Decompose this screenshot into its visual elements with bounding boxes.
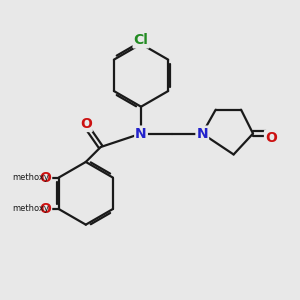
Text: O: O bbox=[80, 117, 92, 131]
Text: N: N bbox=[135, 127, 147, 141]
Text: O: O bbox=[265, 131, 277, 145]
Text: methoxy: methoxy bbox=[12, 205, 49, 214]
Text: methoxy: methoxy bbox=[12, 173, 49, 182]
Text: Cl: Cl bbox=[134, 33, 148, 47]
Text: N: N bbox=[196, 127, 208, 141]
Text: O: O bbox=[39, 202, 51, 216]
Text: O: O bbox=[39, 171, 51, 184]
